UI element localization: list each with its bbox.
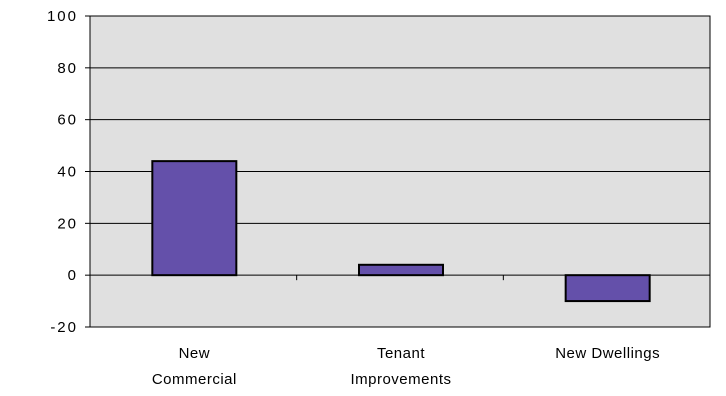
y-tick-label: 100 [47,8,78,25]
y-tick-label: 80 [57,60,78,77]
y-tick-label: 60 [57,112,78,129]
bar [358,263,444,277]
x-category-label: New Dwellings [555,345,660,362]
x-axis-category-labels: New Commercial Tenant Improvements New Dwell… [152,345,660,388]
x-category-label: Tenant [377,345,425,362]
x-category-label: Commercial [152,371,237,388]
y-tick-label: 20 [57,215,78,232]
x-category-label: Improvements [350,371,451,388]
bar [151,160,238,277]
y-axis-tick-labels: 100 80 60 40 20 0 -20 [47,8,78,336]
bars [151,160,651,303]
bar [564,274,651,303]
y-tick-label: 0 [68,267,78,284]
x-category-label: New [179,345,211,362]
y-tick-label: -20 [50,319,78,336]
y-tick-label: 40 [57,164,78,181]
